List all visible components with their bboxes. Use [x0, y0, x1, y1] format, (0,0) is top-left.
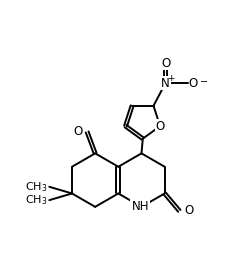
Text: O: O [188, 76, 197, 90]
Text: N: N [161, 76, 170, 90]
Text: −: − [199, 77, 208, 87]
Text: O: O [161, 57, 170, 69]
Text: O: O [155, 120, 165, 133]
Text: +: + [166, 74, 174, 83]
Text: O: O [184, 204, 193, 217]
Text: CH$_3$: CH$_3$ [25, 193, 47, 207]
Text: CH$_3$: CH$_3$ [25, 180, 47, 194]
Text: NH: NH [131, 200, 149, 213]
Text: O: O [73, 125, 82, 139]
